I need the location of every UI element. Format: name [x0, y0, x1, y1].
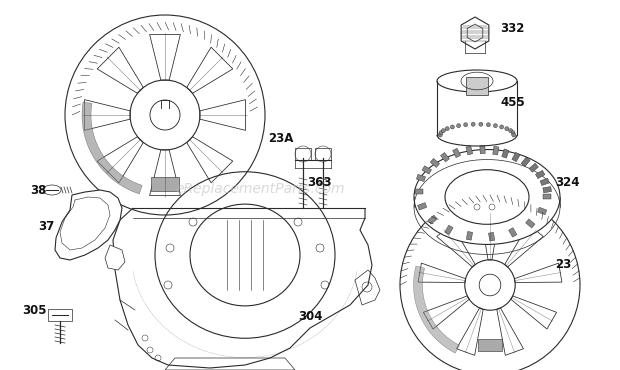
Bar [417, 174, 425, 182]
Bar [466, 77, 488, 95]
Bar [536, 170, 545, 179]
Circle shape [445, 127, 450, 131]
Bar [521, 157, 530, 166]
Ellipse shape [414, 149, 560, 245]
Circle shape [465, 260, 515, 310]
Circle shape [511, 131, 515, 135]
Bar [295, 148, 311, 160]
Bar [445, 225, 453, 235]
Bar [512, 152, 520, 162]
Bar [478, 339, 502, 351]
Circle shape [479, 122, 483, 126]
Bar [430, 158, 440, 168]
Bar [422, 166, 432, 174]
Ellipse shape [445, 170, 529, 224]
Polygon shape [414, 266, 459, 353]
Ellipse shape [43, 185, 61, 195]
Bar [417, 203, 427, 210]
Circle shape [489, 204, 495, 210]
Circle shape [441, 129, 445, 132]
Circle shape [150, 100, 180, 130]
Circle shape [471, 122, 475, 126]
Bar [415, 189, 423, 194]
Circle shape [400, 195, 580, 370]
Bar [428, 215, 437, 224]
Text: 305: 305 [22, 303, 46, 316]
Bar [508, 228, 517, 237]
Bar [480, 145, 485, 154]
Text: 23: 23 [555, 259, 571, 272]
Bar [529, 163, 538, 172]
Text: 38: 38 [30, 184, 46, 196]
Text: 37: 37 [38, 221, 55, 233]
Circle shape [505, 127, 509, 131]
Circle shape [450, 125, 454, 129]
Bar [466, 146, 472, 155]
Text: 455: 455 [500, 95, 525, 108]
Bar [489, 232, 495, 241]
Polygon shape [467, 24, 483, 42]
Polygon shape [461, 17, 489, 49]
Polygon shape [105, 245, 125, 270]
Bar [453, 148, 461, 158]
Bar [538, 207, 547, 215]
Ellipse shape [437, 70, 517, 92]
Circle shape [474, 204, 480, 210]
Bar [441, 152, 450, 162]
Text: 324: 324 [555, 175, 580, 188]
Text: 332: 332 [500, 23, 525, 36]
Bar [315, 148, 331, 160]
Bar [543, 194, 551, 199]
Text: 23A: 23A [268, 131, 293, 145]
Bar [526, 219, 535, 228]
Bar [540, 178, 549, 186]
Circle shape [508, 129, 513, 132]
Polygon shape [82, 102, 142, 194]
Bar [502, 149, 509, 158]
Circle shape [456, 124, 461, 128]
Circle shape [439, 131, 443, 135]
Circle shape [512, 133, 516, 137]
Circle shape [479, 274, 501, 296]
Circle shape [486, 123, 490, 127]
Text: 363: 363 [307, 175, 332, 188]
Circle shape [65, 15, 265, 215]
Polygon shape [55, 190, 122, 260]
Bar [48, 309, 72, 321]
Bar [466, 232, 472, 240]
Text: eReplacementParts.com: eReplacementParts.com [175, 182, 345, 196]
Circle shape [438, 133, 442, 137]
Text: 304: 304 [298, 309, 322, 323]
Bar [151, 177, 179, 191]
Bar [543, 186, 552, 193]
Bar [493, 146, 499, 155]
Circle shape [464, 123, 467, 127]
Circle shape [500, 125, 503, 129]
Circle shape [130, 80, 200, 150]
Circle shape [494, 124, 497, 128]
